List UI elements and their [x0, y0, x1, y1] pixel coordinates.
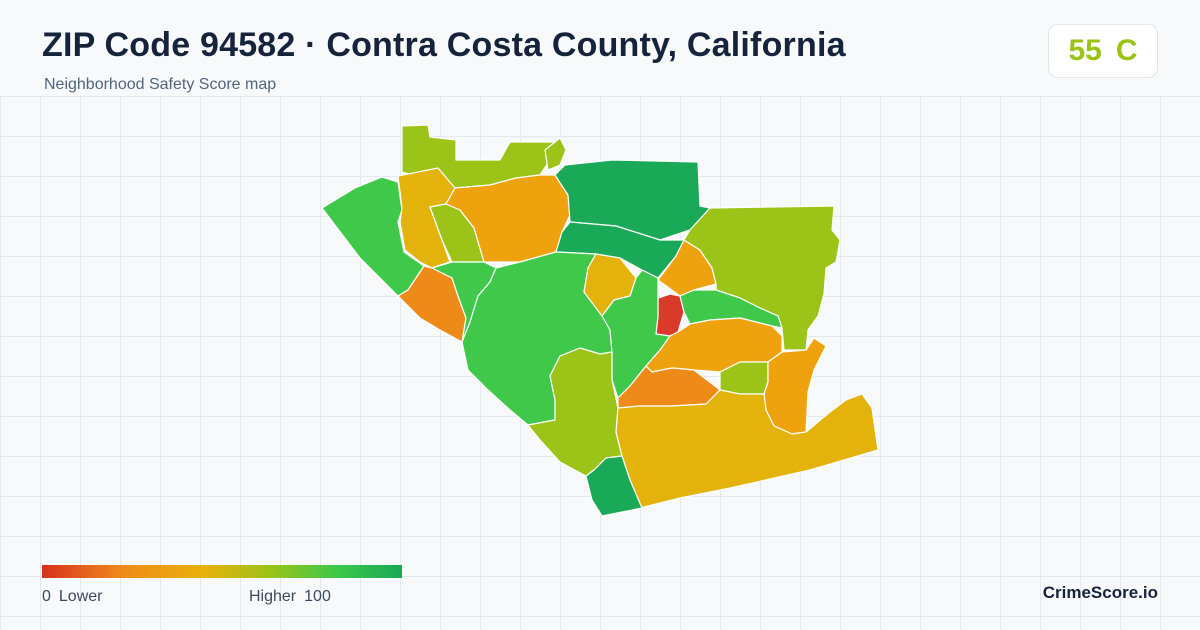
map-region-west[interactable] [321, 176, 425, 297]
legend-color-scale [42, 565, 402, 578]
score-badge: 55 C [1048, 24, 1158, 78]
score-grade: C [1115, 34, 1138, 67]
legend-min-label: Lower [58, 588, 103, 605]
map-region-north-strip[interactable] [544, 137, 567, 171]
legend-max-label: Higher [249, 588, 297, 605]
brand-logo: CrimeScore.io [1042, 583, 1158, 602]
score-value: 55 [1068, 34, 1102, 67]
legend-max-value: 100 [304, 588, 331, 605]
page-subtitle: Neighborhood Safety Score map [44, 76, 277, 93]
map-region-south-green[interactable] [585, 455, 643, 517]
page-title: ZIP Code 94582 · Contra Costa County, Ca… [42, 26, 846, 64]
map-region-red[interactable] [655, 293, 685, 337]
map-region-south-yellow[interactable] [615, 389, 879, 509]
legend-high-label: Higher 100 [249, 588, 331, 606]
legend-low-label: 0 Lower [42, 588, 102, 606]
map-region-east-olive[interactable] [683, 205, 841, 351]
legend-min-value: 0 [42, 588, 51, 605]
